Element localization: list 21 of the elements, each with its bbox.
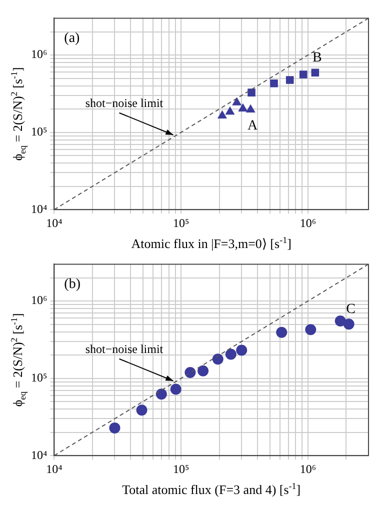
annotation: A — [248, 118, 259, 134]
annotation: shot−noise limit — [85, 342, 164, 356]
annotation: (b) — [64, 276, 81, 292]
x-tick-label: 10⁵ — [172, 216, 190, 230]
y-tick-label: 10⁵ — [30, 124, 48, 138]
y-tick-label: 10⁵ — [30, 370, 48, 384]
x-tick-label: 10⁶ — [300, 216, 316, 230]
y-tick-label: 10⁶ — [30, 47, 48, 62]
y-axis-title: ϕeq = 2(S/N)2 [s-1] — [8, 313, 28, 407]
y-tick-label: 10⁴ — [30, 202, 48, 216]
x-tick-label: 10⁴ — [46, 216, 62, 230]
annotation: B — [312, 50, 322, 66]
annotation: C — [346, 302, 356, 317]
annotation: shot−noise limit — [85, 96, 164, 110]
y-tick-label: 10⁴ — [30, 448, 48, 462]
x-tick-label: 10⁵ — [172, 462, 190, 476]
y-tick-label: 10⁶ — [30, 293, 48, 308]
annotation: (a) — [64, 30, 80, 46]
x-tick-label: 10⁶ — [300, 462, 316, 476]
x-tick-label: 10⁴ — [46, 462, 62, 476]
y-axis-title: ϕeq = 2(S/N)2 [s-1] — [8, 67, 28, 161]
